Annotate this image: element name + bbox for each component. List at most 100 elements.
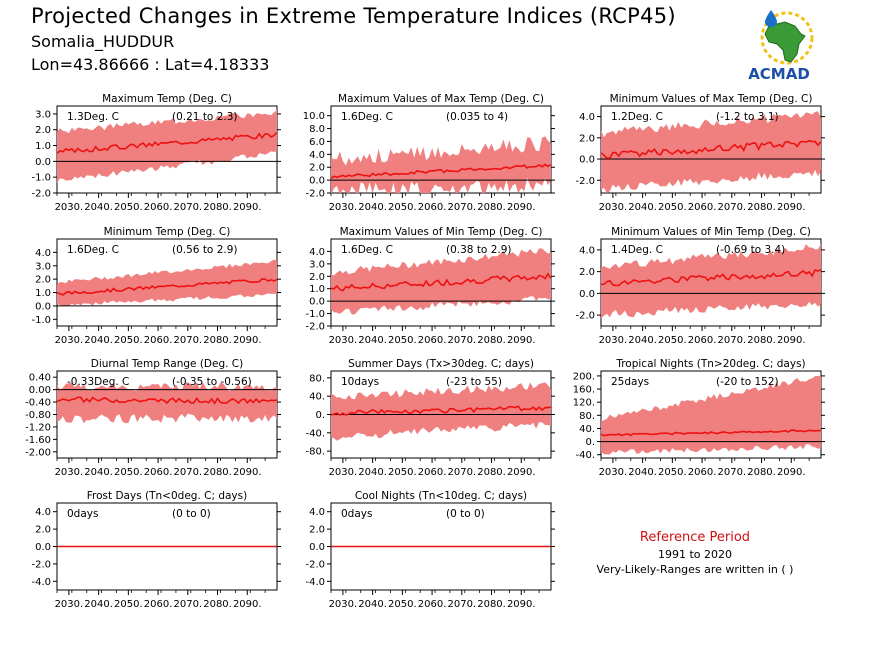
y-tick-label: 0.0 (309, 297, 325, 308)
x-tick-label: 2060. (688, 202, 717, 213)
x-tick-label: 2030. (55, 467, 84, 478)
x-tick-label: 2080. (203, 202, 232, 213)
logo-sun-icon (760, 11, 814, 65)
x-tick-label: 2060. (688, 467, 717, 478)
reference-period-years: 1991 to 2020 (657, 548, 733, 561)
plot-area (601, 375, 821, 455)
y-tick-label: 80. (309, 373, 325, 384)
x-tick-label: 2050. (388, 467, 417, 478)
y-tick-label: -2.0 (575, 176, 595, 187)
x-tick-label: 2050. (388, 335, 417, 346)
y-tick-label: 10.0 (303, 111, 325, 122)
uncertainty-band (57, 259, 277, 307)
ensemble-mean-line (331, 163, 551, 179)
plot-area (57, 259, 277, 307)
x-tick-label: 2090. (507, 467, 536, 478)
change-value-label: 0days (67, 508, 98, 520)
y-tick-label: 4.0 (309, 150, 325, 161)
x-tick-label: 2090. (507, 202, 536, 213)
y-tick-label: 40. (309, 392, 325, 403)
x-tick-label: 2040. (358, 599, 387, 610)
very-likely-range-label: (-23 to 55) (446, 376, 502, 388)
uncertainty-band (331, 136, 551, 193)
y-tick-label: 2.0 (579, 267, 595, 278)
chart-panel: Minimum Values of Max Temp (Deg. C) 1.2De… (575, 93, 825, 213)
chart-title: Minimum Values of Max Temp (Deg. C) (610, 93, 813, 105)
uncertainty-band (601, 111, 821, 193)
very-likely-range-label: (0.56 to 2.9) (172, 244, 238, 256)
y-tick-label: 1.0 (35, 141, 51, 152)
y-tick-label: -2.0 (575, 311, 595, 322)
y-tick-label: 0. (315, 410, 325, 421)
change-value-label: -0.33Deg. C (67, 376, 129, 388)
x-tick-label: 2070. (717, 202, 746, 213)
y-tick-label: 120. (573, 398, 595, 409)
chart-panel: Maximum Values of Min Temp (Deg. C) 1.6De… (305, 226, 555, 346)
y-tick-label: -0.40 (25, 398, 51, 409)
chart-panel: Tropical Nights (Tn>20deg. C; days) 25day… (573, 358, 825, 478)
change-value-label: 1.3Deg. C (67, 111, 119, 123)
x-tick-label: 2050. (114, 467, 143, 478)
x-tick-label: 2080. (477, 467, 506, 478)
y-tick-label: 160. (573, 385, 595, 396)
x-tick-label: 2030. (329, 335, 358, 346)
chart-title: Maximum Values of Min Temp (Deg. C) (340, 226, 543, 238)
x-tick-label: 2030. (599, 467, 628, 478)
water-drop-icon (765, 10, 777, 27)
chart-title: Tropical Nights (Tn>20deg. C; days) (615, 358, 805, 370)
x-tick-label: 2030. (329, 599, 358, 610)
x-tick-label: 2070. (447, 599, 476, 610)
x-tick-label: 2040. (84, 467, 113, 478)
y-tick-label: -1.0 (305, 309, 325, 320)
x-tick-label: 2040. (628, 335, 657, 346)
plot-area (57, 109, 277, 184)
y-tick-label: 6.0 (309, 137, 325, 148)
y-tick-label: 0.0 (35, 301, 51, 312)
y-tick-label: 3.0 (309, 259, 325, 270)
x-tick-label: 2070. (447, 467, 476, 478)
chart-panel: Frost Days (Tn<0deg. C; days) 0days (0 to … (31, 490, 281, 610)
x-tick-label: 2080. (747, 202, 776, 213)
plot-area (601, 243, 821, 319)
y-tick-label: -2.0 (31, 559, 51, 570)
y-tick-label: 4.0 (35, 248, 51, 259)
change-value-label: 0days (341, 508, 372, 520)
very-likely-range-label: (0 to 0) (172, 508, 211, 520)
y-tick-label: 4.0 (579, 245, 595, 256)
y-tick-label: -2.0 (305, 559, 325, 570)
x-tick-label: 2060. (418, 599, 447, 610)
x-tick-label: 2060. (144, 335, 173, 346)
x-tick-label: 2050. (658, 467, 687, 478)
chart-title: Frost Days (Tn<0deg. C; days) (87, 490, 247, 502)
y-tick-label: -1.0 (31, 173, 51, 184)
x-tick-label: 2060. (144, 202, 173, 213)
x-tick-label: 2080. (477, 202, 506, 213)
x-tick-label: 2030. (55, 599, 84, 610)
chart-title: Minimum Values of Min Temp (Deg. C) (611, 226, 811, 238)
ensemble-mean-line (57, 278, 277, 296)
x-tick-label: 2090. (233, 599, 262, 610)
x-tick-label: 2080. (477, 335, 506, 346)
x-tick-label: 2050. (114, 599, 143, 610)
x-tick-label: 2030. (329, 202, 358, 213)
y-tick-label: -1.60 (25, 435, 51, 446)
x-tick-label: 2060. (144, 599, 173, 610)
y-tick-label: -40. (305, 428, 325, 439)
reference-period-note: Very-Likely-Ranges are written in ( ) (596, 563, 794, 576)
ensemble-mean-line (57, 396, 277, 405)
x-tick-label: 2070. (717, 467, 746, 478)
x-tick-label: 2080. (747, 335, 776, 346)
x-tick-label: 2090. (777, 335, 806, 346)
location-name: Somalia_HUDDUR (31, 32, 175, 51)
x-tick-label: 2080. (203, 335, 232, 346)
change-value-label: 10days (341, 376, 379, 388)
ensemble-mean-line (601, 268, 821, 287)
x-tick-label: 2040. (358, 202, 387, 213)
x-tick-label: 2040. (358, 335, 387, 346)
chart-panel: Minimum Values of Min Temp (Deg. C) 1.4De… (575, 226, 825, 346)
y-tick-label: 0.40 (29, 373, 51, 384)
acmad-logo: ACMAD (748, 10, 814, 83)
ensemble-mean-line (601, 429, 821, 437)
x-tick-label: 2050. (388, 599, 417, 610)
plot-area (57, 382, 277, 424)
